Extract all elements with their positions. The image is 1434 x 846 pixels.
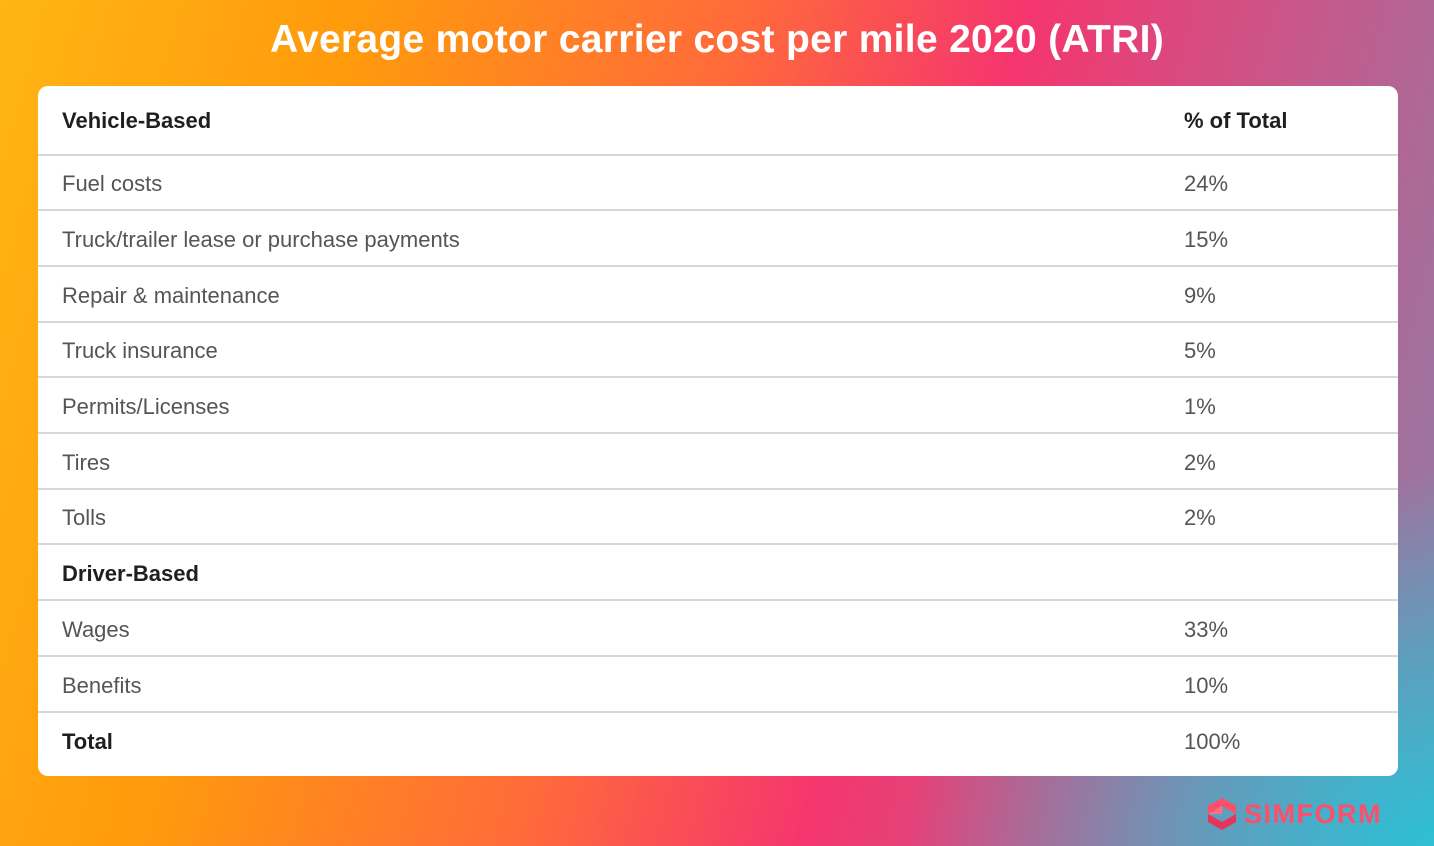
table-row: Fuel costs 24%	[38, 156, 1398, 211]
row-label: Truck/trailer lease or purchase payments	[62, 227, 460, 252]
total-value: 100%	[1184, 729, 1241, 754]
row-label: Tolls	[62, 505, 107, 530]
row-label: Repair & maintenance	[62, 283, 280, 308]
table-row: Permits/Licenses 1%	[38, 379, 1398, 434]
brand-name: SIMFORM	[1244, 798, 1382, 829]
row-label: Truck insurance	[62, 338, 218, 363]
row-label: Fuel costs	[62, 171, 163, 196]
total-label: Total	[62, 729, 113, 754]
row-value: 10%	[1184, 673, 1229, 698]
table-header-row: Vehicle-Based % of Total	[38, 86, 1398, 156]
total-row: Total 100%	[38, 714, 1398, 769]
table-row: Tires 2%	[38, 435, 1398, 490]
row-value: 24%	[1184, 171, 1229, 196]
table-row: Benefits 10%	[38, 658, 1398, 713]
row-label: Permits/Licenses	[62, 394, 230, 419]
column-header-category: Vehicle-Based	[62, 108, 212, 133]
table-row: Tolls 2%	[38, 490, 1398, 545]
section-label: Driver-Based	[62, 561, 199, 586]
simform-logo-icon	[1208, 798, 1236, 830]
row-value: 33%	[1184, 617, 1229, 642]
table-row: Repair & maintenance 9%	[38, 268, 1398, 323]
cost-table: Vehicle-Based % of Total Fuel costs 24% …	[38, 86, 1398, 776]
table-row: Truck insurance 5%	[38, 323, 1398, 378]
column-header-percent: % of Total	[1184, 108, 1288, 133]
row-label: Benefits	[62, 673, 142, 698]
table-row: Wages 33%	[38, 602, 1398, 657]
row-value: 2%	[1184, 505, 1216, 530]
row-label: Wages	[62, 617, 130, 642]
row-value: 9%	[1184, 283, 1216, 308]
row-value: 1%	[1184, 394, 1216, 419]
page-title: Average motor carrier cost per mile 2020…	[269, 18, 1165, 61]
row-label: Tires	[62, 450, 111, 475]
row-value: 15%	[1184, 227, 1229, 252]
table-row: Truck/trailer lease or purchase payments…	[38, 212, 1398, 267]
brand-logo: SIMFORM	[1204, 796, 1382, 832]
section-header-row: Driver-Based	[38, 546, 1398, 601]
row-value: 2%	[1184, 450, 1216, 475]
row-value: 5%	[1184, 338, 1216, 363]
